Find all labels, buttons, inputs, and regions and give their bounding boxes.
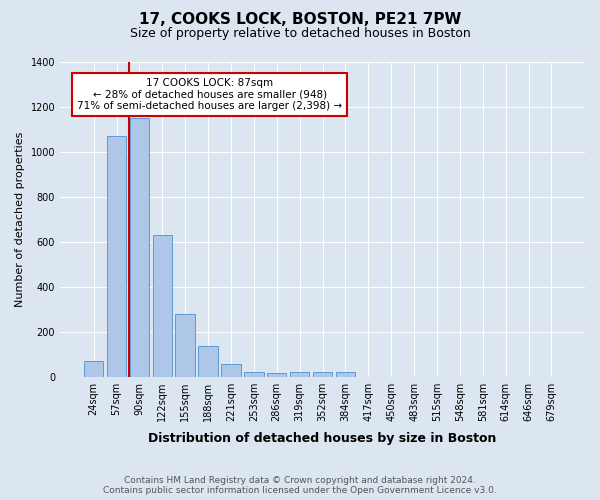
Bar [175, 314, 195, 376]
Bar [107, 136, 126, 376]
Bar [199, 346, 218, 376]
Text: Size of property relative to detached houses in Boston: Size of property relative to detached ho… [130, 28, 470, 40]
Bar [335, 372, 355, 376]
Bar [313, 372, 332, 376]
Bar [221, 364, 241, 376]
X-axis label: Distribution of detached houses by size in Boston: Distribution of detached houses by size … [148, 432, 497, 445]
Bar [130, 118, 149, 376]
Bar [244, 372, 263, 376]
Text: 17 COOKS LOCK: 87sqm
← 28% of detached houses are smaller (948)
71% of semi-deta: 17 COOKS LOCK: 87sqm ← 28% of detached h… [77, 78, 342, 111]
Text: 17, COOKS LOCK, BOSTON, PE21 7PW: 17, COOKS LOCK, BOSTON, PE21 7PW [139, 12, 461, 28]
Text: Contains HM Land Registry data © Crown copyright and database right 2024.
Contai: Contains HM Land Registry data © Crown c… [103, 476, 497, 495]
Y-axis label: Number of detached properties: Number of detached properties [15, 132, 25, 307]
Bar [84, 361, 103, 376]
Bar [267, 374, 286, 376]
Bar [290, 372, 310, 376]
Bar [152, 235, 172, 376]
